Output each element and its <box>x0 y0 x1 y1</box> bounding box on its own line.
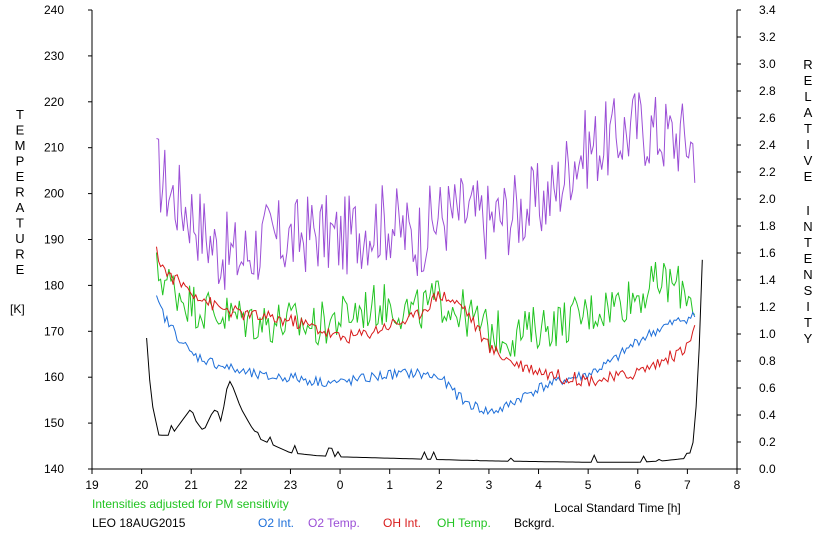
left-tick-label: 190 <box>44 233 64 247</box>
left-title-letter: T <box>16 107 24 122</box>
right-tick-label: 1.8 <box>759 219 776 233</box>
series-line <box>156 295 696 416</box>
ticks: 1401501601701801902002102202302400.00.20… <box>44 3 776 492</box>
x-tick-label: 6 <box>634 478 641 492</box>
x-tick-label: 0 <box>337 478 344 492</box>
right-tick-label: 0.4 <box>759 408 776 422</box>
left-title-letter: M <box>15 138 26 153</box>
right-title-letter: R <box>803 57 812 72</box>
left-title-letter: E <box>16 123 25 138</box>
right-tick-label: 0.6 <box>759 381 776 395</box>
x-tick-label: 3 <box>486 478 493 492</box>
x-axis-label: Local Standard Time [h] <box>554 501 681 515</box>
x-tick-label: 20 <box>135 478 149 492</box>
right-title-letter: T <box>804 315 812 330</box>
right-tick-label: 2.6 <box>759 111 776 125</box>
left-tick-label: 160 <box>44 370 64 384</box>
right-tick-label: 0.8 <box>759 354 776 368</box>
right-tick-label: 3.4 <box>759 3 776 17</box>
right-tick-label: 2.4 <box>759 138 776 152</box>
left-title-letter: E <box>16 262 25 277</box>
series-line <box>146 259 703 463</box>
left-title-letter: P <box>16 154 25 169</box>
x-tick-label: 2 <box>436 478 443 492</box>
x-tick-label: 7 <box>684 478 691 492</box>
right-tick-label: 2.2 <box>759 165 776 179</box>
right-title-letter: A <box>804 105 813 120</box>
right-tick-label: 1.2 <box>759 300 776 314</box>
series-line <box>156 246 696 387</box>
right-tick-label: 0.0 <box>759 462 776 476</box>
left-tick-label: 140 <box>44 462 64 476</box>
left-tick-label: 220 <box>44 95 64 109</box>
left-title-letter: R <box>15 185 24 200</box>
right-tick-label: 2.8 <box>759 84 776 98</box>
right-title-letter: V <box>804 153 813 168</box>
right-title-letter: N <box>803 219 812 234</box>
left-title-letter: R <box>15 247 24 262</box>
legend: O2 Int. O2 Temp. OH Int. OH Temp. Bckgrd. <box>258 516 555 530</box>
series-group <box>146 92 703 463</box>
right-title-letter: T <box>804 235 812 250</box>
right-tick-label: 1.4 <box>759 273 776 287</box>
left-tick-label: 240 <box>44 3 64 17</box>
series-line <box>156 92 696 290</box>
left-title-letter: E <box>16 169 25 184</box>
series-line <box>156 252 696 357</box>
right-title-letter: E <box>804 73 813 88</box>
left-tick-label: 230 <box>44 49 64 63</box>
legend-entry: OH Int. <box>383 516 421 530</box>
left-title-letter: U <box>15 231 24 246</box>
left-tick-label: 150 <box>44 416 64 430</box>
right-title-letter: I <box>806 299 810 314</box>
x-tick-label: 8 <box>734 478 741 492</box>
x-tick-label: 19 <box>85 478 99 492</box>
legend-entry: O2 Int. <box>258 516 294 530</box>
x-tick-label: 21 <box>185 478 199 492</box>
x-tick-label: 1 <box>386 478 393 492</box>
right-title-letter: Y <box>804 331 813 346</box>
left-tick-label: 210 <box>44 141 64 155</box>
right-tick-label: 3.2 <box>759 30 776 44</box>
right-title-letter: I <box>806 137 810 152</box>
right-title-letter: S <box>804 283 813 298</box>
right-tick-label: 0.2 <box>759 435 776 449</box>
x-tick-label: 22 <box>234 478 248 492</box>
legend-entry: OH Temp. <box>437 516 491 530</box>
left-axis-unit: [K] <box>10 302 25 316</box>
sensitivity-note: Intensities adjusted for PM sensitivity <box>92 497 289 511</box>
right-title-letter: I <box>806 203 810 218</box>
left-tick-label: 170 <box>44 324 64 338</box>
right-title-letter: L <box>804 89 811 104</box>
right-title-letter: E <box>804 251 813 266</box>
x-tick-label: 5 <box>585 478 592 492</box>
right-title-letter: E <box>804 169 813 184</box>
station-date-label: LEO 18AUG2015 <box>92 516 186 530</box>
right-tick-label: 1.6 <box>759 246 776 260</box>
right-title-letter: T <box>804 121 812 136</box>
x-tick-label: 23 <box>284 478 298 492</box>
left-tick-label: 200 <box>44 187 64 201</box>
left-title-letter: T <box>16 216 24 231</box>
left-tick-label: 180 <box>44 278 64 292</box>
right-tick-label: 2.0 <box>759 192 776 206</box>
right-tick-label: 1.0 <box>759 327 776 341</box>
right-tick-label: 3.0 <box>759 57 776 71</box>
right-title-letter: N <box>803 267 812 282</box>
legend-entry: O2 Temp. <box>308 516 360 530</box>
x-tick-label: 4 <box>535 478 542 492</box>
legend-entry: Bckgrd. <box>514 516 555 530</box>
left-title-letter: A <box>16 200 25 215</box>
